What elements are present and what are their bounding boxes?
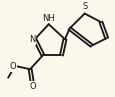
Text: O: O [29, 82, 36, 91]
Text: O: O [9, 62, 16, 71]
Text: NH: NH [42, 14, 55, 23]
Text: S: S [81, 2, 87, 11]
Text: N: N [29, 35, 35, 44]
